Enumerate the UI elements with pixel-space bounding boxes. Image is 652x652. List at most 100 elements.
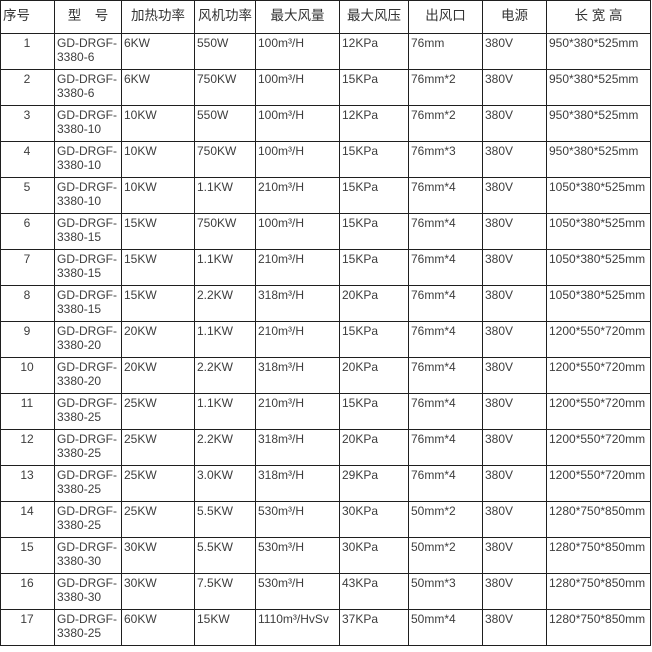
- cell-serial: 13: [0, 465, 55, 502]
- cell-max-pressure: 20KPa: [339, 357, 409, 394]
- cell-dimensions: 1050*380*525mm: [546, 213, 651, 250]
- cell-serial: 1: [0, 33, 55, 70]
- cell-max-airflow: 210m³/H: [255, 249, 340, 286]
- cell-power-supply: 380V: [482, 141, 547, 178]
- cell-max-pressure: 20KPa: [339, 429, 409, 466]
- cell-air-outlet: 50mm*2: [408, 501, 483, 538]
- cell-power-supply: 380V: [482, 393, 547, 430]
- cell-fan-power: 750KW: [194, 141, 256, 178]
- cell-max-pressure: 43KPa: [339, 573, 409, 610]
- cell-serial: 16: [0, 573, 55, 610]
- cell-dimensions: 950*380*525mm: [546, 69, 651, 106]
- cell-model: GD-DRGF-3380-20: [54, 357, 122, 394]
- cell-fan-power: 7.5KW: [194, 573, 256, 610]
- header-heating-power: 加热功率: [121, 0, 195, 34]
- cell-heating-power: 25KW: [121, 465, 195, 502]
- cell-max-pressure: 29KPa: [339, 465, 409, 502]
- cell-air-outlet: 76mm*3: [408, 141, 483, 178]
- table-row: 11 GD-DRGF-3380-25 25KW 1.1KW 210m³/H 15KPa 76…: [0, 393, 651, 430]
- cell-fan-power: 1.1KW: [194, 321, 256, 358]
- cell-air-outlet: 76mm*4: [408, 393, 483, 430]
- cell-model: GD-DRGF-3380-10: [54, 141, 122, 178]
- cell-max-airflow: 530m³/H: [255, 573, 340, 610]
- cell-dimensions: 1200*550*720mm: [546, 321, 651, 358]
- cell-model: GD-DRGF-3380-10: [54, 177, 122, 214]
- cell-max-airflow: 530m³/H: [255, 501, 340, 538]
- cell-air-outlet: 76mm*4: [408, 357, 483, 394]
- cell-fan-power: 5.5KW: [194, 501, 256, 538]
- cell-heating-power: 10KW: [121, 105, 195, 142]
- table-row: 1 GD-DRGF-3380-6 6KW 550W 100m³/H 12KPa 76mm 38…: [0, 33, 651, 70]
- cell-model: GD-DRGF-3380-20: [54, 321, 122, 358]
- cell-dimensions: 950*380*525mm: [546, 141, 651, 178]
- cell-air-outlet: 76mm*4: [408, 285, 483, 322]
- cell-dimensions: 1200*550*720mm: [546, 393, 651, 430]
- cell-fan-power: 550W: [194, 105, 256, 142]
- table-row: 12 GD-DRGF-3380-25 25KW 2.2KW 318m³/H 20KPa 76…: [0, 429, 651, 466]
- cell-power-supply: 380V: [482, 105, 547, 142]
- cell-power-supply: 380V: [482, 429, 547, 466]
- table-row: 2 GD-DRGF-3380-6 6KW 750KW 100m³/H 15KPa 76mm*…: [0, 69, 651, 106]
- cell-serial: 6: [0, 213, 55, 250]
- table-row: 8 GD-DRGF-3380-15 15KW 2.2KW 318m³/H 20KPa 76m…: [0, 285, 651, 322]
- cell-power-supply: 380V: [482, 573, 547, 610]
- cell-power-supply: 380V: [482, 33, 547, 70]
- cell-heating-power: 15KW: [121, 213, 195, 250]
- cell-max-pressure: 30KPa: [339, 501, 409, 538]
- cell-heating-power: 25KW: [121, 429, 195, 466]
- cell-dimensions: 1200*550*720mm: [546, 465, 651, 502]
- header-row: 序号 型 号 加热功率 风机功率 最大风量 最大风压 出风口 电源 长 宽 高: [0, 0, 651, 34]
- cell-power-supply: 380V: [482, 69, 547, 106]
- header-fan-power: 风机功率: [194, 0, 256, 34]
- cell-heating-power: 10KW: [121, 177, 195, 214]
- cell-serial: 9: [0, 321, 55, 358]
- cell-heating-power: 25KW: [121, 501, 195, 538]
- cell-serial: 3: [0, 105, 55, 142]
- cell-power-supply: 380V: [482, 501, 547, 538]
- cell-fan-power: 2.2KW: [194, 285, 256, 322]
- cell-heating-power: 15KW: [121, 249, 195, 286]
- cell-heating-power: 60KW: [121, 609, 195, 646]
- cell-serial: 2: [0, 69, 55, 106]
- cell-air-outlet: 76mm*2: [408, 69, 483, 106]
- cell-max-airflow: 100m³/H: [255, 213, 340, 250]
- cell-max-airflow: 1110m³/HvSv: [255, 609, 340, 646]
- cell-max-pressure: 12KPa: [339, 105, 409, 142]
- cell-fan-power: 1.1KW: [194, 393, 256, 430]
- cell-power-supply: 380V: [482, 213, 547, 250]
- cell-max-airflow: 210m³/H: [255, 321, 340, 358]
- table-row: 4 GD-DRGF-3380-10 10KW 750KW 100m³/H 15KPa 76m…: [0, 141, 651, 178]
- cell-max-pressure: 15KPa: [339, 141, 409, 178]
- table-row: 15 GD-DRGF-3380-30 30KW 5.5KW 530m³/H 30KPa 50…: [0, 537, 651, 574]
- header-model: 型 号: [54, 0, 122, 34]
- table-row: 6 GD-DRGF-3380-15 15KW 750KW 100m³/H 15KPa 76m…: [0, 213, 651, 250]
- cell-max-airflow: 318m³/H: [255, 357, 340, 394]
- cell-dimensions: 1050*380*525mm: [546, 177, 651, 214]
- cell-air-outlet: 50mm*3: [408, 573, 483, 610]
- cell-air-outlet: 76mm*4: [408, 177, 483, 214]
- header-dimensions: 长 宽 高: [546, 0, 651, 34]
- cell-fan-power: 15KW: [194, 609, 256, 646]
- cell-heating-power: 20KW: [121, 321, 195, 358]
- cell-air-outlet: 50mm*2: [408, 537, 483, 574]
- cell-serial: 4: [0, 141, 55, 178]
- cell-max-airflow: 210m³/H: [255, 177, 340, 214]
- cell-fan-power: 750KW: [194, 69, 256, 106]
- table-row: 10 GD-DRGF-3380-20 20KW 2.2KW 318m³/H 20KPa 76…: [0, 357, 651, 394]
- cell-air-outlet: 76mm*4: [408, 321, 483, 358]
- cell-power-supply: 380V: [482, 357, 547, 394]
- table-row: 5 GD-DRGF-3380-10 10KW 1.1KW 210m³/H 15KPa 76m…: [0, 177, 651, 214]
- cell-power-supply: 380V: [482, 609, 547, 646]
- cell-serial: 15: [0, 537, 55, 574]
- table-row: 14 GD-DRGF-3380-25 25KW 5.5KW 530m³/H 30KPa 50…: [0, 501, 651, 538]
- header-air-outlet: 出风口: [408, 0, 483, 34]
- cell-model: GD-DRGF-3380-25: [54, 501, 122, 538]
- cell-air-outlet: 50mm*4: [408, 609, 483, 646]
- cell-fan-power: 1.1KW: [194, 177, 256, 214]
- cell-heating-power: 10KW: [121, 141, 195, 178]
- header-max-airflow: 最大风量: [255, 0, 340, 34]
- cell-air-outlet: 76mm*4: [408, 429, 483, 466]
- cell-serial: 8: [0, 285, 55, 322]
- cell-model: GD-DRGF-3380-30: [54, 573, 122, 610]
- cell-heating-power: 20KW: [121, 357, 195, 394]
